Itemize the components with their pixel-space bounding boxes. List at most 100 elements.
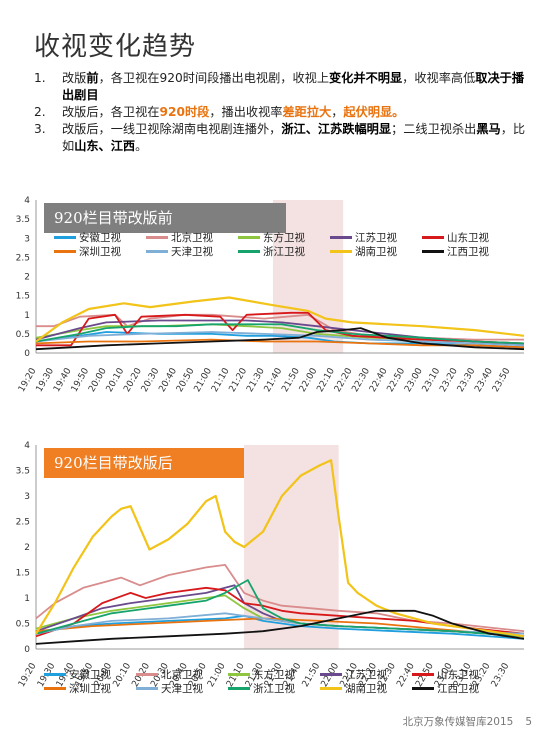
legend-label: 东方卫视 [263, 231, 305, 244]
legend-label: 江苏卫视 [355, 231, 397, 244]
bullet-text-part: 改版后，各卫视在 [62, 105, 160, 119]
legend-label: 安徽卫视 [79, 231, 121, 244]
legend-label: 江西卫视 [447, 245, 489, 258]
bullet-highlight: 山东、江西 [74, 139, 136, 153]
footer-source: 北京万象传媒智库2015 [402, 716, 514, 728]
legend-swatch [412, 686, 434, 690]
y-tick-label: 2.5 [16, 253, 30, 263]
bullet-text-part: ，收视率高低 [402, 71, 476, 85]
bullet-highlight: 取决于播出剧目 [62, 71, 525, 102]
series-line [35, 459, 525, 638]
y-tick-label: 1 [24, 594, 30, 604]
chart-before-svg: 00.511.522.533.5419:2019:3019:4019:5020:… [16, 196, 525, 394]
legend-swatch [422, 235, 444, 239]
legend-label: 北京卫视 [171, 231, 213, 244]
legend-swatch [422, 249, 444, 253]
bullet-highlight: 前 [86, 71, 99, 85]
legend-swatch [54, 235, 76, 239]
x-tick-label: 23:50 [491, 366, 513, 394]
y-tick-label: 2 [24, 543, 30, 553]
legend-label: 深圳卫视 [79, 245, 121, 258]
legend-item: 湖南卫视 [320, 681, 412, 695]
legend-label: 江西卫视 [437, 682, 479, 695]
legend-label: 北京卫视 [161, 668, 203, 681]
y-tick-label: 0.5 [16, 620, 30, 630]
legend-item: 深圳卫视 [44, 681, 136, 695]
legend-item: 江苏卫视 [320, 667, 412, 681]
legend-label: 湖南卫视 [345, 682, 387, 695]
legend-swatch [238, 235, 260, 239]
y-tick-label: 2.5 [16, 518, 30, 528]
page-title: 收视变化趋势 [34, 32, 197, 62]
chart-after-title: 920栏目带改版后 [44, 448, 244, 478]
legend-item: 天津卫视 [136, 681, 228, 695]
chart-before-title: 920栏目带改版前 [44, 203, 286, 233]
bullet-highlight: 变化并不明显 [329, 71, 403, 85]
y-tick-label: 2 [24, 273, 30, 283]
bullet-text: 改版后，一线卫视除湖南电视剧连播外，浙江、江苏跌幅明显；二线卫视杀出黑马，比如山… [62, 121, 534, 155]
legend-item: 浙江卫视 [238, 244, 330, 258]
legend-label: 浙江卫视 [253, 682, 295, 695]
footer: 北京万象传媒智库2015 5 [403, 714, 532, 729]
legend-swatch [330, 235, 352, 239]
legend-label: 浙江卫视 [263, 245, 305, 258]
bullet-number: 3. [34, 122, 46, 136]
legend-item: 深圳卫视 [54, 244, 146, 258]
bullet-highlight: 920时段 [159, 105, 210, 119]
legend-item: 山东卫视 [412, 667, 504, 681]
y-tick-label: 4 [24, 196, 30, 206]
bullet-item: 1. 改版前，各卫视在920时间段播出电视剧，收视上变化并不明显，收视率高低取决… [34, 70, 534, 104]
legend-swatch [412, 672, 434, 676]
series-line [35, 586, 525, 638]
bullet-number: 1. [34, 71, 46, 85]
legend-item: 山东卫视 [422, 230, 514, 244]
y-tick-label: 1.5 [16, 292, 30, 302]
bullet-text-part: 改版后，一线卫视除湖南电视剧连播外， [62, 122, 282, 136]
legend-item: 东方卫视 [238, 230, 330, 244]
bullet-text-part: ，播出收视率 [209, 105, 283, 119]
bullet-highlight: 浙江、江苏跌幅明显 [281, 122, 392, 136]
legend-label: 深圳卫视 [69, 682, 111, 695]
chart-after-svg: 00.511.522.533.5419:2019:3019:4019:5020:… [16, 441, 525, 689]
legend-swatch [136, 672, 158, 676]
legend-swatch [146, 235, 168, 239]
legend-swatch [330, 249, 352, 253]
legend-item: 北京卫视 [146, 230, 238, 244]
legend-item: 江西卫视 [422, 244, 514, 258]
bullet-text-part: 改版 [62, 71, 87, 85]
legend-swatch [44, 672, 66, 676]
legend-swatch [228, 686, 250, 690]
bullet-highlight: 起伏明显。 [343, 105, 405, 119]
legend-label: 湖南卫视 [355, 245, 397, 258]
legend-item: 安徽卫视 [44, 667, 136, 681]
y-tick-label: 1.5 [16, 569, 30, 579]
legend-item: 湖南卫视 [330, 244, 422, 258]
y-tick-label: 3.5 [16, 467, 30, 477]
legend-label: 山东卫视 [447, 231, 489, 244]
legend-swatch [228, 672, 250, 676]
series-line [35, 579, 525, 638]
y-tick-label: 1 [24, 311, 30, 321]
chart-after-revamp: 00.511.522.533.5419:2019:3019:4019:5020:… [0, 425, 550, 695]
legend-swatch [146, 249, 168, 253]
bullet-list: 1. 改版前，各卫视在920时间段播出电视剧，收视上变化并不明显，收视率高低取决… [34, 70, 534, 155]
legend-swatch [320, 672, 342, 676]
legend-item: 江西卫视 [412, 681, 504, 695]
series-line [35, 327, 525, 351]
bullet-text-part: ，各卫视在920时间段播出电视剧，收视上 [98, 71, 330, 85]
bullet-item: 2. 改版后，各卫视在920时段，播出收视率差距拉大，起伏明显。 [34, 104, 534, 121]
y-tick-label: 3 [24, 234, 30, 244]
bullet-text-part: ，比如 [62, 122, 526, 153]
bullet-item: 3. 改版后，一线卫视除湖南电视剧连播外，浙江、江苏跌幅明显；二线卫视杀出黑马，… [34, 121, 534, 155]
chart-before-revamp: 0 0.5 1 1.5 2 2.5 3 3.5 4 19:20 19:30 19:40 19:50 20:… [0, 170, 550, 400]
legend-item: 天津卫视 [146, 244, 238, 258]
legend-label: 山东卫视 [437, 668, 479, 681]
legend-label: 安徽卫视 [69, 668, 111, 681]
legend-label: 天津卫视 [171, 245, 213, 258]
series-line [35, 323, 525, 345]
legend-item: 北京卫视 [136, 667, 228, 681]
legend-item: 东方卫视 [228, 667, 320, 681]
series-line [35, 609, 525, 645]
bullet-text-part: ；二线卫视杀出 [391, 122, 477, 136]
y-tick-label: 3 [24, 492, 30, 502]
